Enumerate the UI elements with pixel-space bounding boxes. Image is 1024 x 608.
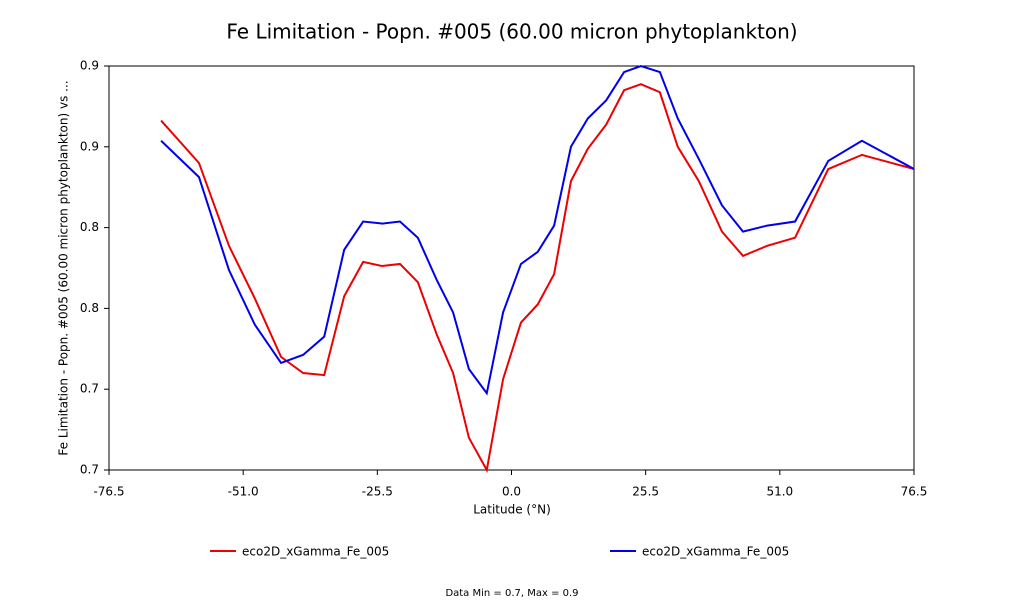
footer: Data Min = 0.7, Max = 0.9 bbox=[445, 588, 578, 599]
chart-title: Fe Limitation - Popn. #005 (60.00 micron… bbox=[226, 20, 797, 44]
y-tick-label: 0.8 bbox=[80, 220, 99, 234]
x-tick-label: 0.0 bbox=[502, 485, 521, 499]
x-tick-label: 51.0 bbox=[766, 485, 793, 499]
y-tick-label: 0.9 bbox=[80, 139, 99, 153]
x-tick-label: -25.5 bbox=[362, 485, 393, 499]
y-axis-label: Fe Limitation - Popn. #005 (60.00 micron… bbox=[57, 80, 71, 455]
x-tick-label: 25.5 bbox=[632, 485, 659, 499]
plot-frame bbox=[108, 65, 915, 471]
legend-label: eco2D_xGamma_Fe_005 bbox=[642, 545, 789, 559]
series-line bbox=[160, 83, 915, 473]
legend-label: eco2D_xGamma_Fe_005 bbox=[242, 545, 389, 559]
x-tick-label: -51.0 bbox=[228, 485, 259, 499]
y-tick-label: 0.9 bbox=[80, 59, 99, 73]
x-axis-label: Latitude (°N) bbox=[473, 503, 551, 517]
series-line bbox=[160, 64, 915, 396]
x-tick-label: -76.5 bbox=[93, 485, 124, 499]
y-tick-label: 0.8 bbox=[80, 301, 99, 315]
y-tick-label: 0.7 bbox=[80, 382, 99, 396]
x-tick-label: 76.5 bbox=[901, 485, 928, 499]
y-tick-label: 0.7 bbox=[80, 463, 99, 477]
